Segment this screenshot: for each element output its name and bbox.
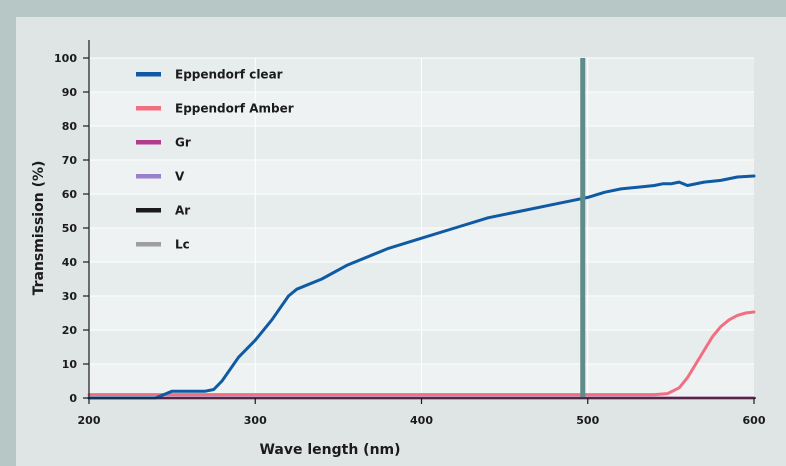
legend-label: Eppendorf clear (175, 68, 283, 82)
y-tick-label: 0 (69, 392, 77, 405)
y-tick-label: 50 (62, 222, 78, 235)
legend-item: Eppendorf Amber (136, 102, 294, 116)
legend-item: Eppendorf clear (136, 68, 283, 82)
x-tick-label: 600 (743, 414, 766, 427)
legend: Eppendorf clear Eppendorf Amber Gr V Ar Lc (136, 68, 294, 252)
y-tick-label: 20 (62, 324, 78, 337)
axes (83, 40, 756, 404)
legend-swatch (136, 208, 161, 213)
y-tick-label: 80 (62, 120, 78, 133)
legend-label: Ar (175, 204, 190, 218)
legend-label: Eppendorf Amber (175, 102, 294, 116)
legend-label: Lc (175, 238, 190, 252)
x-tick-label: 400 (410, 414, 433, 427)
y-tick-label: 70 (62, 154, 78, 167)
legend-item: V (136, 170, 185, 184)
legend-item: Gr (136, 136, 191, 150)
marker-line (580, 58, 586, 398)
legend-swatch (136, 174, 161, 179)
legend-swatch (136, 72, 161, 77)
legend-swatch (136, 140, 161, 145)
legend-label: V (175, 170, 185, 184)
x-tick-label: 500 (576, 414, 599, 427)
y-tick-label: 10 (62, 358, 78, 371)
series-line-eppendorf-amber (87, 310, 756, 397)
legend-item: Lc (136, 238, 190, 252)
x-axis-title: Wave length (nm) (259, 442, 400, 458)
y-tick-label: 40 (62, 256, 78, 269)
x-tick-label: 300 (244, 414, 267, 427)
series-line-eppendorf-clear (87, 174, 756, 400)
legend-item: Ar (136, 204, 190, 218)
y-axis-title: Transmission (%) (31, 161, 47, 296)
y-tick-label: 90 (62, 86, 78, 99)
legend-label: Gr (175, 136, 191, 150)
gridlines (89, 57, 754, 398)
y-tick-label: 60 (62, 188, 78, 201)
legend-swatch (136, 106, 161, 111)
x-tick-label: 200 (78, 414, 101, 427)
tick-labels: 0 10 20 30 40 50 60 70 80 90 100 200 300 400 500 600 (54, 52, 766, 427)
legend-swatch (136, 242, 161, 247)
y-tick-label: 30 (62, 290, 78, 303)
y-tick-label: 100 (54, 52, 77, 65)
